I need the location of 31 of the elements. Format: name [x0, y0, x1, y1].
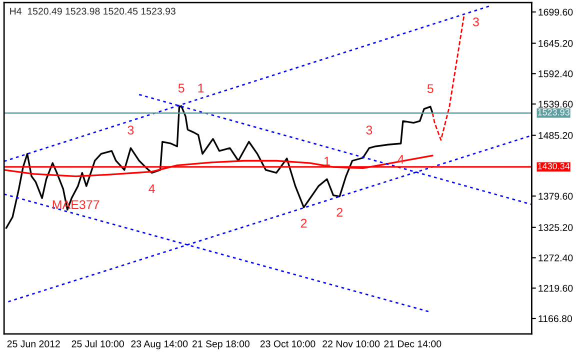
ref-line-label: 1523.93: [538, 109, 570, 116]
y-tick-label: 1219.60: [538, 284, 573, 292]
annotation: 2: [336, 208, 342, 217]
annotation: 3: [472, 17, 479, 26]
annotation: 1: [324, 156, 330, 166]
line-series: [432, 14, 465, 141]
annotation: 5: [427, 84, 434, 94]
y-tick-label: 1379.60: [538, 192, 573, 200]
ref-line-label: 1430.34: [538, 162, 570, 170]
annotation: 1: [198, 84, 204, 92]
y-tick-label: 1166.80: [538, 315, 572, 322]
annotation: 4: [148, 184, 155, 193]
y-tick-label: 1485.20: [538, 132, 573, 139]
x-tick-label: 23 Aug 14:00: [131, 340, 188, 350]
annotation: 3: [128, 126, 134, 135]
y-tick-label: 1272.40: [538, 254, 573, 262]
y-tick-label: 1325.20: [538, 224, 573, 231]
annotation: 2: [300, 218, 307, 228]
y-tick-label: 1539.60: [538, 100, 573, 108]
x-tick-label: 22 Nov 10:00: [322, 340, 380, 348]
x-tick-label: 21 Sep 18:00: [192, 340, 250, 350]
x-tick-label: 25 Jun 2012: [7, 340, 60, 348]
x-tick-label: 21 Dec 14:00: [384, 340, 442, 348]
chart-title: H4 1520.49 1523.98 1520.45 1523.93: [10, 8, 176, 15]
y-tick-label: 1592.40: [538, 70, 573, 78]
y-tick-label: 1645.20: [538, 40, 573, 47]
y-tick-label: 1699.60: [538, 8, 573, 16]
annotation: 3: [366, 126, 372, 135]
x-tick-label: 25 Jul 10:00: [72, 340, 124, 348]
annotation: 5: [178, 84, 184, 93]
x-tick-label: 23 Oct 10:00: [260, 340, 316, 348]
